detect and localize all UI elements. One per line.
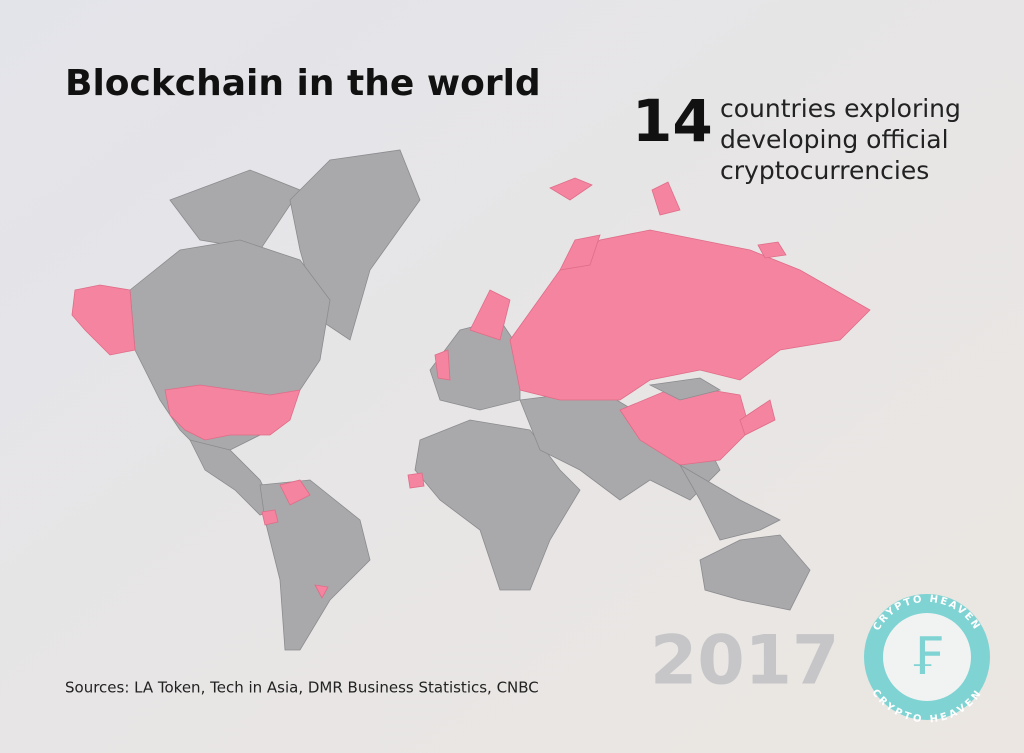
stat-line: cryptocurrencies	[720, 156, 929, 185]
stat-line: countries exploring	[720, 94, 961, 123]
title: Blockchain in the world	[65, 63, 541, 104]
year: 2017	[650, 622, 839, 701]
logo-symbol: ₣	[910, 627, 943, 687]
stat-line: developing official	[720, 125, 949, 154]
stat-number: 14	[632, 87, 713, 155]
logo-center	[883, 613, 971, 701]
sources: Sources: LA Token, Tech in Asia, DMR Bus…	[65, 679, 539, 697]
logo: CRYPTO HEAVEN CRYPTO HEAVEN ₣	[864, 594, 990, 726]
world-map	[71, 149, 871, 651]
